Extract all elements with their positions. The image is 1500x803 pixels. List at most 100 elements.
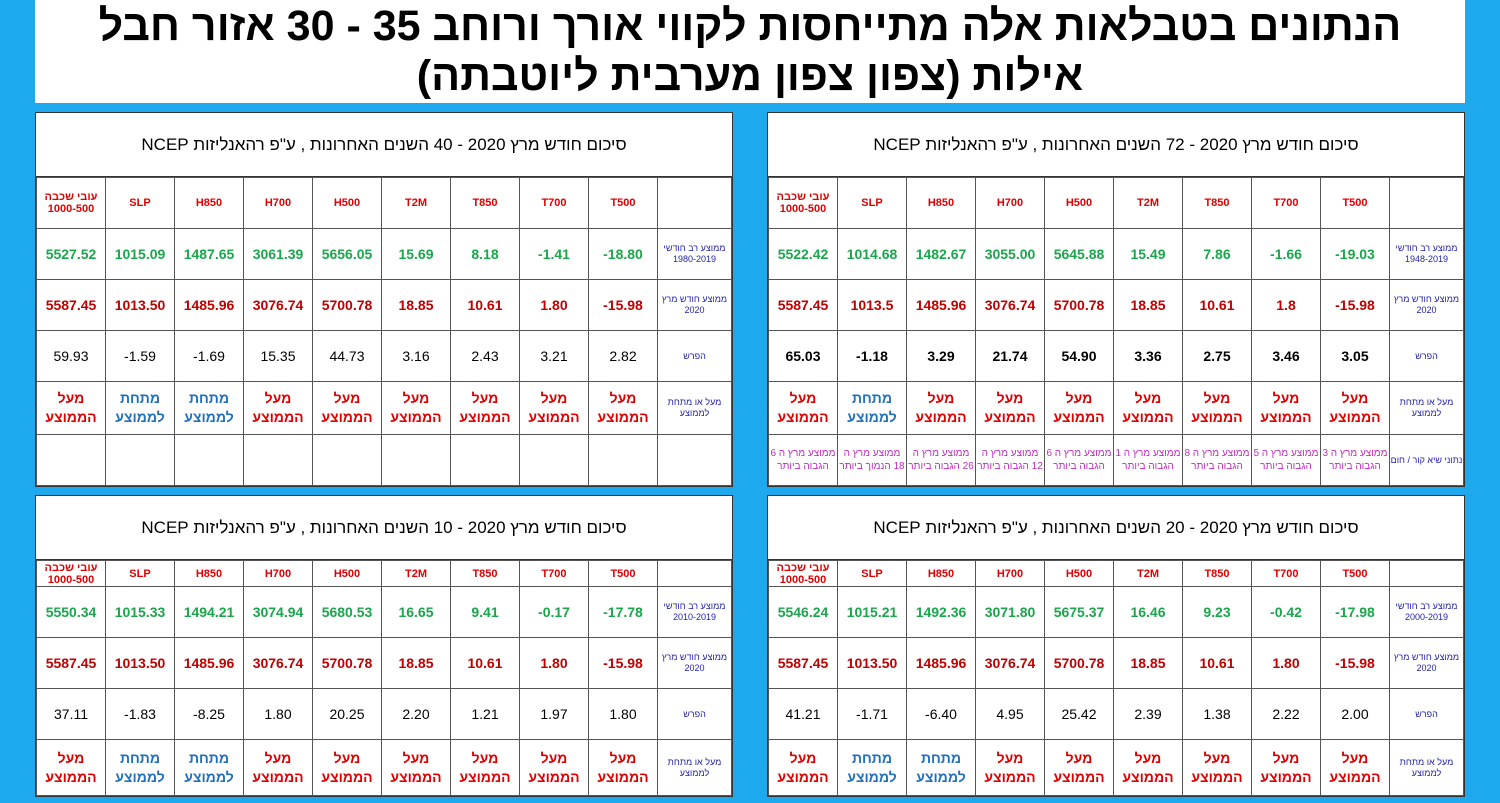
status-value: מעל הממוצע: [1182, 739, 1252, 796]
status-value: מעל הממוצע: [1320, 381, 1390, 435]
summary-panel-p20: סיכום חודש מרץ 2020 - 20 השנים האחרונות …: [767, 495, 1465, 797]
empty-cell: [519, 434, 589, 486]
column-header: H500: [312, 177, 382, 229]
current-value: 5700.78: [312, 279, 382, 331]
ltm-value: 3074.94: [243, 586, 313, 638]
column-header: T500: [1320, 177, 1390, 229]
page-title: הנתונים בטבלאות אלה מתייחסות לקווי אורך …: [35, 0, 1465, 103]
diff-value: -8.25: [174, 688, 244, 740]
status-value: מעל הממוצע: [906, 381, 976, 435]
record-value: ממוצע מרץ ה 6 הגבוה ביותר: [1044, 434, 1114, 486]
row-label: ממוצע חודש מרץ 2020: [1389, 637, 1464, 689]
row-label: מעל או מתחת לממוצע: [657, 381, 732, 435]
column-header: H700: [975, 560, 1045, 587]
empty-cell: [588, 434, 658, 486]
current-value: 5587.45: [36, 637, 106, 689]
status-value: מעל הממוצע: [381, 381, 451, 435]
column-header: H700: [243, 560, 313, 587]
status-value: מעל הממוצע: [1113, 739, 1183, 796]
empty-cell: [174, 434, 244, 486]
current-value: 18.85: [1113, 279, 1183, 331]
record-value: ממוצע מרץ ה 6 הגבוה ביותר: [768, 434, 838, 486]
ltm-value: 9.41: [450, 586, 520, 638]
ltm-value: 5546.24: [768, 586, 838, 638]
diff-row: 41.21 -1.71 -6.40 4.95 25.42 2.39 1.38 2.22 2.00…: [768, 688, 1464, 740]
column-header: T700: [519, 177, 589, 229]
status-value: מעל הממוצע: [450, 381, 520, 435]
diff-value: 3.21: [519, 330, 589, 382]
diff-value: 3.16: [381, 330, 451, 382]
row-label: ממוצע רב חודשי 1948-2019: [1389, 228, 1464, 280]
column-header: עובי שכבה 1000-500: [768, 560, 838, 587]
empty-cell: [243, 434, 313, 486]
status-value: מעל הממוצע: [975, 739, 1045, 796]
diff-row: 37.11 -1.83 -8.25 1.80 20.25 2.20 1.21 1.97 1.80…: [36, 688, 732, 740]
ltm-value: 7.86: [1182, 228, 1252, 280]
column-header: T2M: [1113, 560, 1183, 587]
column-header: SLP: [837, 177, 907, 229]
current-value: 3076.74: [243, 279, 313, 331]
diff-value: 1.38: [1182, 688, 1252, 740]
status-value: מעל הממוצע: [975, 381, 1045, 435]
row-label: הפרש: [657, 688, 732, 740]
ltm-value: 16.46: [1113, 586, 1183, 638]
current-row: 5587.45 1013.50 1485.96 3076.74 5700.78 18.85…: [36, 637, 732, 689]
ltm-value: 1015.21: [837, 586, 907, 638]
column-header: H500: [312, 560, 382, 587]
ltm-value: 3055.00: [975, 228, 1045, 280]
diff-value: 37.11: [36, 688, 106, 740]
diff-value: 44.73: [312, 330, 382, 382]
row-label: נתוני שיא קור / חום: [1389, 434, 1464, 486]
diff-value: 15.35: [243, 330, 313, 382]
status-row: מעל הממוצע מתחת לממוצע מתחת לממוצע מעל הממו…: [36, 739, 732, 796]
status-value: מעל הממוצע: [1251, 381, 1321, 435]
row-label: הפרש: [1389, 688, 1464, 740]
panel-header: סיכום חודש מרץ 2020 - 20 השנים האחרונות …: [768, 496, 1464, 560]
ltm-row: 5546.24 1015.21 1492.36 3071.80 5675.37 16.46…: [768, 586, 1464, 638]
status-value: מעל הממוצע: [450, 739, 520, 796]
current-value: 1013.50: [105, 637, 175, 689]
diff-value: 2.82: [588, 330, 658, 382]
ltm-value: -1.66: [1251, 228, 1321, 280]
ltm-value: -0.42: [1251, 586, 1321, 638]
column-header: T850: [1182, 560, 1252, 587]
data-table: עובי שכבה 1000-500 SLP H850 H700 H500 T2M T850…: [768, 177, 1464, 486]
records-row: [36, 434, 732, 486]
diff-value: 1.97: [519, 688, 589, 740]
row-label: הפרש: [657, 330, 732, 382]
row-label: מעל או מתחת לממוצע: [1389, 739, 1464, 796]
diff-value: 1.21: [450, 688, 520, 740]
ltm-value: 1487.65: [174, 228, 244, 280]
current-value: 1.80: [519, 279, 589, 331]
column-header: T700: [1251, 560, 1321, 587]
status-value: מתחת לממוצע: [837, 381, 907, 435]
column-header: עובי שכבה 1000-500: [768, 177, 838, 229]
ltm-value: 1494.21: [174, 586, 244, 638]
current-value: 1013.5: [837, 279, 907, 331]
ltm-value: 5527.52: [36, 228, 106, 280]
status-value: מתחת לממוצע: [174, 739, 244, 796]
header-row: עובי שכבה 1000-500 SLP H850 H700 H500 T2M T850…: [768, 177, 1464, 229]
diff-value: 2.20: [381, 688, 451, 740]
corner-cell: [1389, 177, 1464, 229]
record-value: ממוצע מרץ ה 12 הגבוה ביותר: [975, 434, 1045, 486]
current-value: -15.98: [1320, 637, 1390, 689]
current-value: 10.61: [1182, 637, 1252, 689]
status-value: מעל הממוצע: [312, 381, 382, 435]
ltm-value: 5675.37: [1044, 586, 1114, 638]
corner-cell: [657, 177, 732, 229]
column-header: H500: [1044, 560, 1114, 587]
ltm-value: 1015.09: [105, 228, 175, 280]
current-value: -15.98: [1320, 279, 1390, 331]
status-value: מתחת לממוצע: [906, 739, 976, 796]
row-label: ממוצע חודש מרץ 2020: [1389, 279, 1464, 331]
title-line-2: אילות (צפון צפון מערבית ליוטבתה): [416, 52, 1084, 100]
current-value: 1.80: [1251, 637, 1321, 689]
status-value: מעל הממוצע: [243, 739, 313, 796]
column-header: T850: [450, 177, 520, 229]
status-row: מעל הממוצע מתחת לממוצע מעל הממוצע מעל הממוצ…: [768, 381, 1464, 435]
status-value: מעל הממוצע: [1320, 739, 1390, 796]
column-header: H850: [174, 177, 244, 229]
current-value: 5700.78: [1044, 637, 1114, 689]
diff-value: 1.80: [243, 688, 313, 740]
